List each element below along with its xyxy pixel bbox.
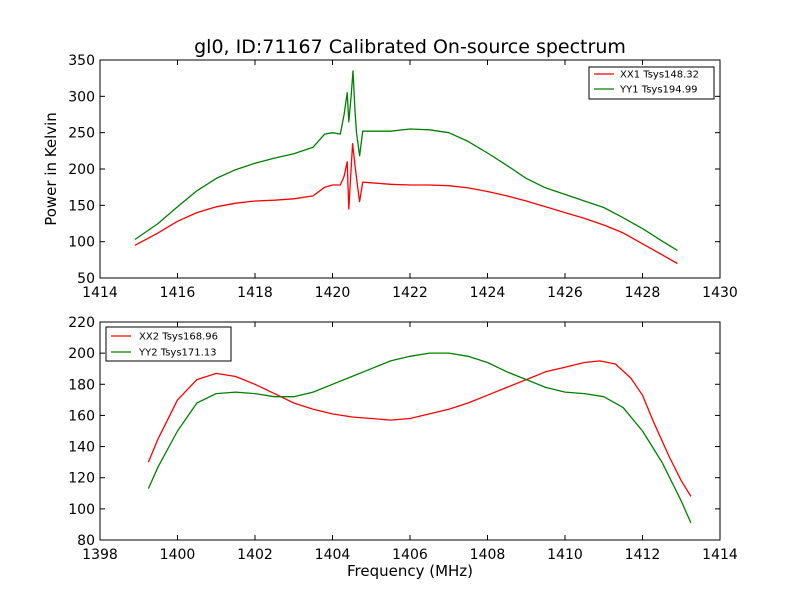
bottom-xtick-label: 1414	[702, 547, 738, 563]
bottom-xtick-label: 1406	[392, 547, 428, 563]
top-ytick-label: 250	[68, 126, 95, 142]
bottom-legend-box	[105, 326, 232, 362]
bottom-xtick-label: 1398	[82, 547, 118, 563]
bottom-ytick-label: 220	[68, 315, 95, 331]
legend-label-yy2: YY2 Tsys171.13	[138, 348, 217, 359]
top-xtick-label: 1414	[82, 285, 118, 301]
top-xtick-label: 1430	[702, 285, 738, 301]
legend-label-yy1: YY1 Tsys194.99	[619, 85, 698, 96]
top-xtick-label: 1418	[237, 285, 273, 301]
bottom-ytick-label: 180	[68, 377, 95, 393]
top-xtick-label: 1424	[470, 285, 506, 301]
top-legend-box	[588, 66, 715, 100]
bottom-xtick-label: 1412	[625, 547, 661, 563]
bottom-legend: XX2 Tsys168.96 YY2 Tsys171.13	[105, 326, 232, 362]
bottom-panel: 1398 1400 1402 1404 1406 1408 1410 1412 1414 80 10…	[68, 315, 738, 580]
top-ytick-label: 150	[68, 198, 95, 214]
top-series-red-line	[134, 142, 678, 265]
legend-label-xx2: XX2 Tsys168.96	[139, 332, 218, 343]
top-legend: XX1 Tsys148.32 YY1 Tsys194.99	[588, 66, 715, 100]
top-panel: 1414 1416 1418 1420 1422 1424 1426 1428 1430 50 10…	[42, 53, 738, 301]
bottom-ytick-label: 140	[68, 440, 95, 456]
top-xtick-label: 1428	[625, 285, 661, 301]
bottom-ytick-label: 80	[77, 533, 95, 549]
bottom-series-green-line	[147, 352, 692, 524]
top-xtick-label: 1420	[315, 285, 351, 301]
top-ytick-label: 200	[68, 162, 95, 178]
top-xtick-label: 1416	[160, 285, 196, 301]
figure-title: gl0, ID:71167 Calibrated On-source spect…	[194, 36, 626, 58]
bottom-xtick-label: 1408	[470, 547, 506, 563]
top-series-green-line	[134, 70, 678, 251]
top-ytick-label: 300	[68, 89, 95, 105]
bottom-series-red-line	[147, 360, 692, 497]
legend-label-xx1: XX1 Tsys148.32	[620, 70, 699, 81]
top-ytick-label: 350	[68, 53, 95, 69]
bottom-ytick-label: 160	[68, 408, 95, 424]
bottom-ytick-label: 120	[68, 471, 95, 487]
bottom-xlabel: Frequency (MHz)	[347, 562, 473, 580]
top-xtick-label: 1422	[392, 285, 428, 301]
bottom-xtick-label: 1402	[237, 547, 273, 563]
bottom-xtick-label: 1404	[315, 547, 351, 563]
top-ytick-label: 50	[77, 271, 95, 287]
top-xtick-label: 1426	[547, 285, 583, 301]
bottom-xtick-label: 1410	[547, 547, 583, 563]
bottom-ytick-label: 200	[68, 346, 95, 362]
bottom-ytick-label: 100	[68, 502, 95, 518]
top-ylabel: Power in Kelvin	[42, 112, 60, 226]
bottom-xtick-label: 1400	[160, 547, 196, 563]
top-ytick-label: 100	[68, 235, 95, 251]
